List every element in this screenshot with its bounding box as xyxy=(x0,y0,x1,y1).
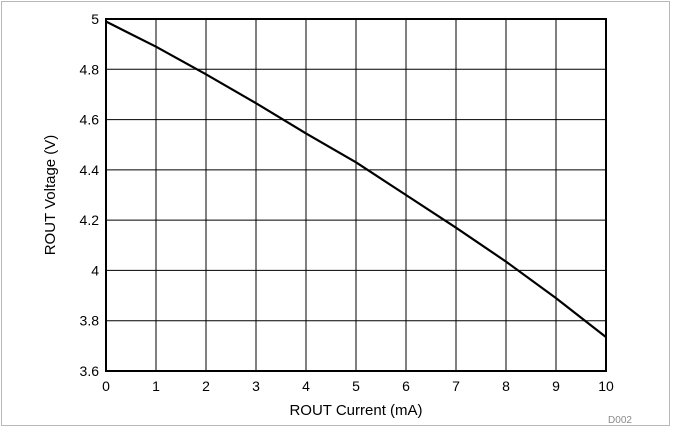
y-tick-label: 4 xyxy=(91,262,99,278)
x-tick-label: 2 xyxy=(202,378,210,394)
y-tick-label: 4.2 xyxy=(80,212,100,228)
y-tick-label: 4.6 xyxy=(80,112,100,128)
y-tick-label: 3.8 xyxy=(80,313,100,329)
y-tick-label: 5 xyxy=(91,11,99,27)
y-tick-label: 3.6 xyxy=(80,363,100,379)
grid-lines xyxy=(106,19,606,371)
x-tick-label: 9 xyxy=(552,378,560,394)
x-axis-label: ROUT Current (mA) xyxy=(289,402,422,419)
x-tick-label: 10 xyxy=(598,378,614,394)
x-tick-label: 3 xyxy=(252,378,260,394)
x-tick-label: 0 xyxy=(102,378,110,394)
y-tick-label: 4.4 xyxy=(80,162,100,178)
y-axis-label: ROUT Voltage (V) xyxy=(42,135,59,256)
y-tick-label: 4.8 xyxy=(80,61,100,77)
x-tick-label: 5 xyxy=(352,378,360,394)
x-tick-label: 8 xyxy=(502,378,510,394)
x-tick-label: 1 xyxy=(152,378,160,394)
y-tick-labels: 5 4.8 4.6 4.4 4.2 4 3.8 3.6 xyxy=(80,11,100,379)
x-tick-label: 7 xyxy=(452,378,460,394)
x-tick-label: 6 xyxy=(402,378,410,394)
x-tick-label: 4 xyxy=(302,378,310,394)
x-tick-labels: 0 1 2 3 4 5 6 7 8 9 10 xyxy=(102,378,614,394)
figure-code: D002 xyxy=(608,415,632,426)
